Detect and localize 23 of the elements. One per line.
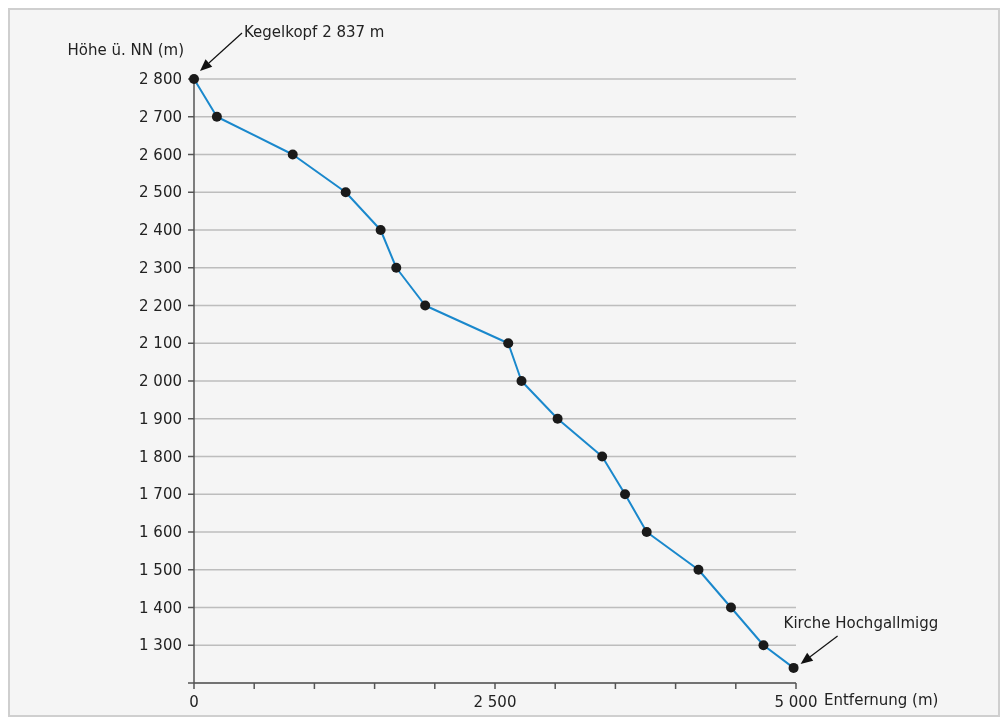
y-tick-label: 2 500 (139, 183, 182, 202)
x-tick-label: 2 500 (473, 693, 517, 711)
x-axis-title: Entfernung (m) (824, 691, 939, 709)
y-tick-label: 2 800 (139, 70, 182, 88)
y-tick-label: 1 700 (139, 485, 182, 504)
x-tick-label: 0 (189, 693, 199, 711)
y-tick-label: 1 900 (139, 409, 182, 428)
y-tick-label: 2 100 (139, 334, 182, 353)
y-tick-label: 2 300 (139, 258, 182, 277)
x-tick-label: 5 000 (774, 693, 818, 711)
y-tick-label: 1 600 (139, 523, 182, 541)
y-axis-title: Höhe ü. NN (m) (67, 41, 184, 59)
y-tick-label: 1 500 (139, 560, 182, 579)
annotation: Kirche Hochgallmigg (783, 613, 939, 632)
y-tick-label: 2 400 (139, 221, 182, 239)
y-tick-label: 1 400 (139, 598, 182, 617)
y-tick-label: 2 000 (139, 372, 182, 390)
y-tick-label: 1 300 (139, 636, 182, 655)
y-tick-label: 1 800 (139, 447, 182, 466)
y-tick-label: 2 700 (139, 107, 182, 126)
y-tick-label: 2 600 (139, 145, 182, 164)
y-tick-label: 2 200 (139, 296, 182, 315)
text: Kegelkopf 2 837 m (244, 23, 385, 41)
